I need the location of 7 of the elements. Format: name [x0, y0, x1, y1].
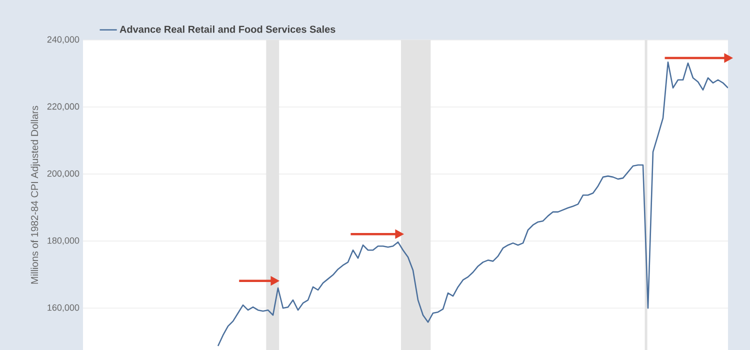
- y-tick-label: 180,000: [48, 237, 80, 245]
- y-tick-label: 240,000: [47, 36, 80, 44]
- y-tick-label: 220,000: [47, 103, 80, 111]
- y-axis-title: Millions of 1982-84 CPI Adjusted Dollars: [30, 106, 40, 284]
- y-tick-label: 200,000: [47, 170, 80, 178]
- y-tick-label: 160,000: [48, 304, 80, 312]
- legend-label: Advance Real Retail and Food Services Sales: [120, 26, 336, 33]
